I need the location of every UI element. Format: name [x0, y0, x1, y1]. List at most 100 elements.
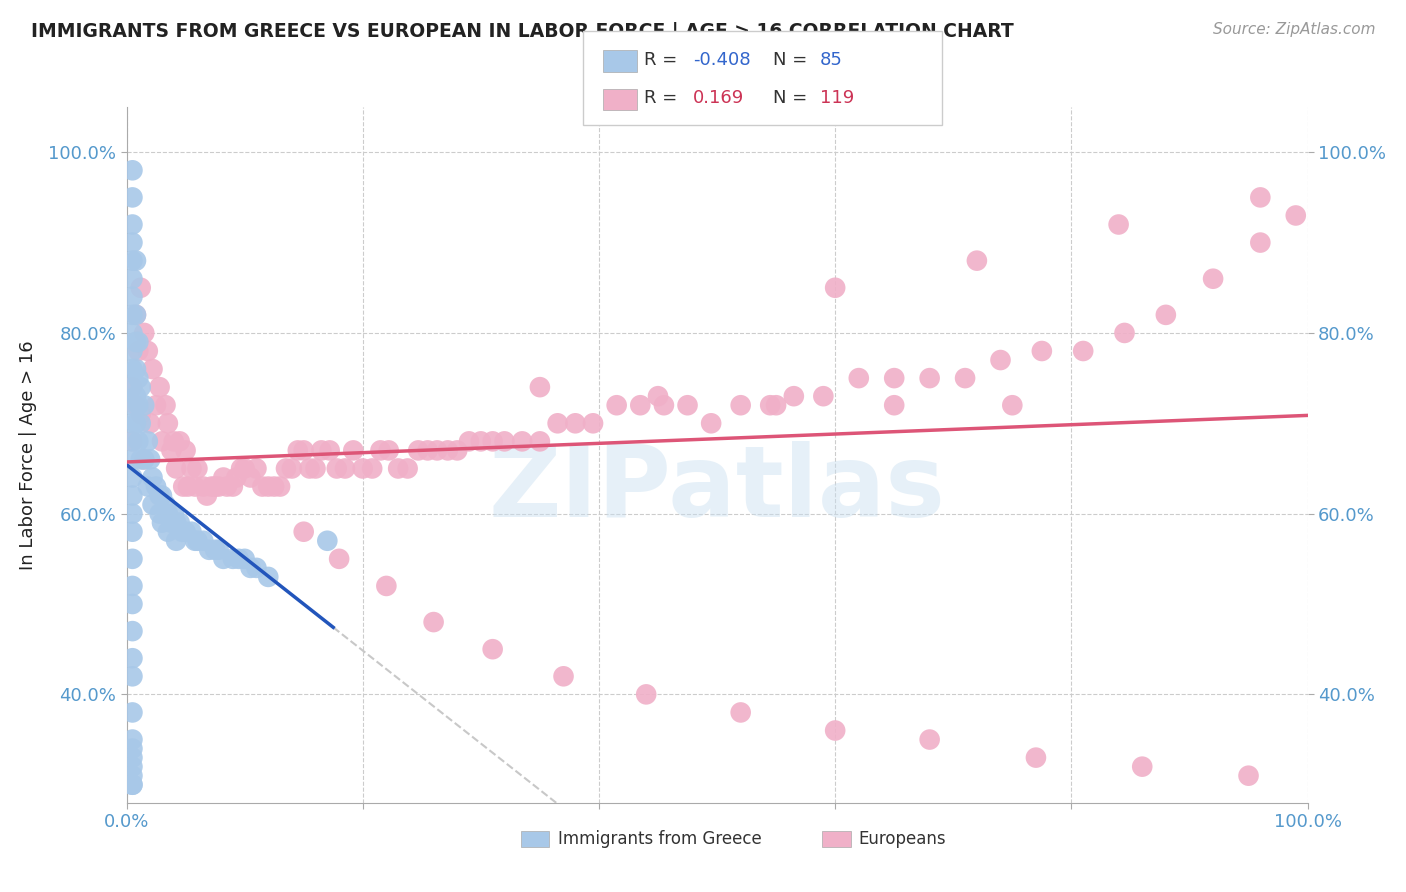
Text: 85: 85	[820, 51, 842, 70]
Point	[127, 398, 149, 412]
Point	[406, 443, 429, 458]
Point	[990, 353, 1012, 368]
Point	[121, 741, 143, 756]
Point	[193, 479, 215, 493]
Point	[150, 434, 173, 449]
Point	[193, 533, 215, 548]
Text: R =: R =	[644, 51, 683, 70]
Point	[966, 253, 988, 268]
Point	[174, 443, 197, 458]
Point	[470, 434, 492, 449]
Point	[370, 443, 392, 458]
Point	[759, 398, 782, 412]
Point	[918, 732, 941, 747]
Point	[125, 308, 148, 322]
Point	[134, 398, 156, 412]
Point	[1108, 218, 1130, 232]
Point	[125, 362, 148, 376]
Point	[700, 417, 723, 431]
Point	[245, 561, 267, 575]
Point	[233, 551, 256, 566]
Point	[125, 389, 148, 403]
Point	[160, 516, 183, 530]
Point	[129, 380, 152, 394]
Point	[263, 479, 285, 493]
Point	[177, 479, 200, 493]
Point	[169, 434, 191, 449]
Point	[121, 732, 143, 747]
Point	[1249, 235, 1271, 250]
Point	[121, 253, 143, 268]
Point	[529, 380, 551, 394]
Point	[628, 398, 651, 412]
Text: Immigrants from Greece: Immigrants from Greece	[558, 830, 762, 848]
Point	[121, 344, 143, 359]
Point	[783, 389, 806, 403]
Point	[316, 533, 339, 548]
Point	[165, 461, 187, 475]
Point	[141, 362, 163, 376]
Point	[150, 489, 173, 503]
Point	[139, 417, 162, 431]
Point	[269, 479, 291, 493]
Point	[1154, 308, 1177, 322]
Point	[121, 235, 143, 250]
Point	[1237, 769, 1260, 783]
Text: 0.169: 0.169	[693, 89, 744, 107]
Point	[149, 489, 172, 503]
Point	[121, 597, 143, 611]
Point	[204, 479, 226, 493]
Point	[125, 398, 148, 412]
Point	[121, 769, 143, 783]
Point	[304, 461, 326, 475]
Point	[121, 759, 143, 773]
Point	[121, 651, 143, 665]
Point	[127, 434, 149, 449]
Text: -0.408: -0.408	[693, 51, 751, 70]
Point	[121, 218, 143, 232]
Point	[582, 417, 605, 431]
Point	[145, 398, 167, 412]
Point	[184, 533, 207, 548]
Text: R =: R =	[644, 89, 683, 107]
Point	[342, 443, 364, 458]
Point	[121, 579, 143, 593]
Point	[134, 326, 156, 340]
Point	[239, 561, 262, 575]
Point	[134, 452, 156, 467]
Point	[165, 516, 187, 530]
Point	[257, 570, 280, 584]
Point	[1202, 271, 1225, 285]
Point	[606, 398, 628, 412]
Point	[149, 507, 172, 521]
Point	[198, 542, 221, 557]
Point	[160, 443, 183, 458]
Point	[446, 443, 468, 458]
Point	[121, 778, 143, 792]
Point	[186, 533, 208, 548]
Point	[127, 371, 149, 385]
Point	[121, 163, 143, 178]
Point	[222, 479, 245, 493]
Point	[318, 443, 340, 458]
Point	[165, 533, 187, 548]
Point	[129, 407, 152, 421]
Point	[121, 398, 143, 412]
Point	[121, 434, 143, 449]
Point	[352, 461, 374, 475]
Point	[208, 479, 231, 493]
Point	[156, 507, 179, 521]
Point	[149, 380, 172, 394]
Point	[883, 371, 905, 385]
Point	[141, 470, 163, 484]
Point	[636, 687, 658, 701]
Point	[245, 461, 267, 475]
Point	[652, 398, 675, 412]
Point	[121, 362, 143, 376]
Point	[824, 723, 846, 738]
Point	[121, 417, 143, 431]
Point	[186, 461, 208, 475]
Point	[953, 371, 976, 385]
Point	[257, 479, 280, 493]
Point	[252, 479, 274, 493]
